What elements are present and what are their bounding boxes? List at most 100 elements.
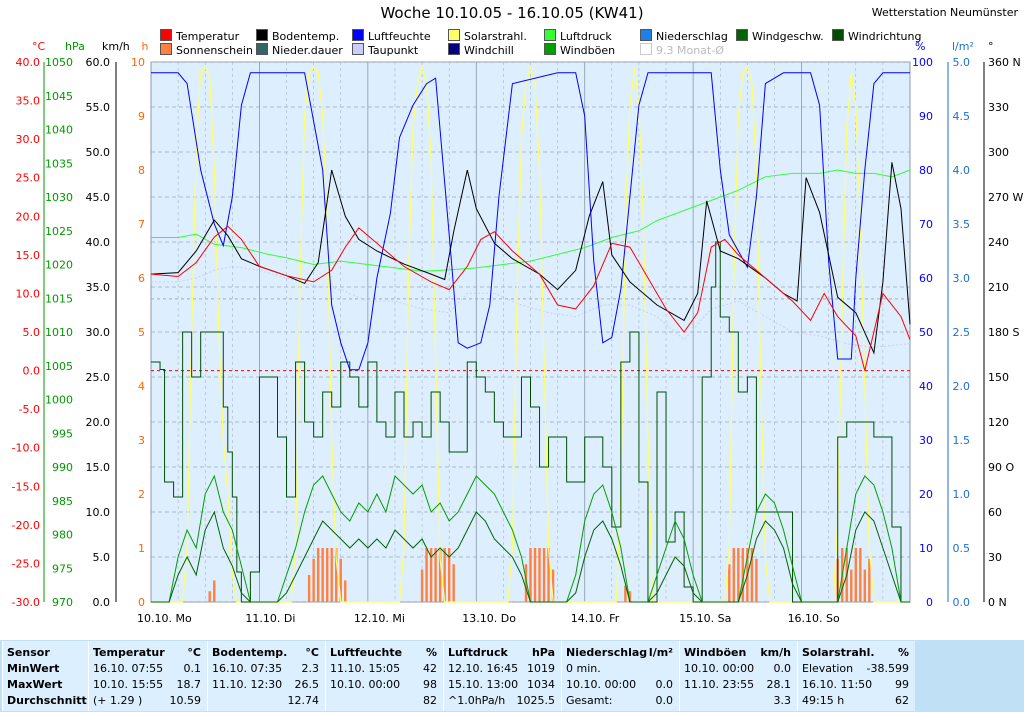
stats-row-text: 10.10. 00:00 (684, 662, 755, 675)
stats-row-value: -38.599 (866, 662, 909, 675)
axis-unit-label: h (142, 40, 149, 53)
y-tick-label: 30.0 (16, 133, 41, 146)
y-tick-label: 90 (919, 110, 933, 123)
stats-row-text: Elevation (802, 662, 854, 675)
stats-row-value: 42 (423, 662, 437, 675)
stats-row-value: 0.0 (773, 662, 792, 675)
series-line-windrichtung (151, 241, 910, 603)
y-tick-label: 60 (988, 506, 1002, 519)
sunshine-bar (854, 548, 857, 602)
y-tick-label: 40.0 (86, 236, 111, 249)
y-tick-label: 2 (138, 488, 145, 501)
y-tick-label: 5.0 (23, 326, 41, 339)
sunshine-bar (312, 558, 315, 602)
stats-row-value: 1019 (527, 662, 555, 675)
sunshine-bar (859, 548, 862, 602)
legend-item: Windböen (544, 43, 615, 57)
y-tick-label: 1030 (45, 191, 73, 204)
y-tick-label: 25.0 (86, 371, 111, 384)
sunshine-bar (420, 569, 424, 602)
y-tick-label: 995 (52, 427, 73, 440)
stats-title-text: Niederschlag (566, 646, 648, 659)
stats-row: 0 min. (566, 661, 673, 677)
sunshine-bar (737, 548, 740, 602)
stats-box-title: Luftfeuchte% (330, 645, 437, 661)
y-tick-label: 8 (138, 164, 145, 177)
y-tick-label: 970 (52, 596, 73, 609)
stats-row-value: 1034 (527, 678, 555, 691)
stats-row-value: 82 (423, 694, 437, 707)
y-tick-label: 1005 (45, 360, 73, 373)
y-tick-label: 10.0 (86, 506, 111, 519)
stats-row-text: 16.10. 07:35 (212, 662, 283, 675)
y-tick-label: 25.0 (16, 172, 41, 185)
y-tick-label: 10 (131, 56, 145, 69)
y-tick-label: 2.5 (953, 326, 971, 339)
stats-row: 10.10. 00:00 98 (330, 677, 437, 693)
weather-chart: °C-30.0-25.0-20.0-15.0-10.0-5.00.05.010.… (12, 40, 1024, 625)
x-tick-label: 15.10. Sa (679, 612, 731, 625)
stats-unit: °C (187, 646, 201, 659)
y-tick-label: 90 O (988, 461, 1014, 474)
series-line-windgeschw (151, 510, 910, 603)
y-tick-label: 120 (988, 416, 1009, 429)
stats-row-label: Durchschnitt (7, 694, 87, 707)
stats-unit: % (425, 646, 437, 659)
chart-title: Woche 10.10.05 - 16.10.05 (KW41) (380, 4, 644, 22)
y-tick-label: 55.0 (86, 101, 111, 114)
legend-item: Bodentemp. (256, 29, 339, 43)
legend-label: Windböen (560, 44, 616, 57)
legend-item: Solarstrahl. (448, 29, 527, 43)
axis-unit-label: % (915, 40, 925, 53)
y-tick-label: 10 (919, 542, 933, 555)
stats-row-text: 11.10. 12:30 (212, 678, 283, 691)
axis-unit-label: l/m² (952, 40, 974, 53)
legend-swatch (640, 29, 652, 41)
stats-sensor-column: Sensor MinWert MaxWert Durchschnitt (2, 641, 88, 711)
axis-unit-label: ° (988, 40, 994, 53)
y-tick-label: 0.0 (23, 365, 41, 378)
y-tick-label: 40 (919, 380, 933, 393)
y-tick-label: -10.0 (12, 442, 40, 455)
stats-row-text: 11.10. 23:55 (684, 678, 755, 691)
legend: Temperatur Bodentemp. Luftfeuchte Solarstra… (160, 29, 921, 59)
sunshine-bar (542, 548, 546, 602)
sunshine-bar (728, 564, 731, 602)
sunshine-bar (325, 548, 329, 602)
stats-row: 16.10. 07:35 2.3 (212, 661, 319, 677)
y-tick-label: 1015 (45, 292, 73, 305)
series-line-temperatur (150, 225, 911, 371)
y-tick-label: 210 (988, 281, 1009, 294)
stats-box: Bodentemp. °C 16.10. 07:35 2.3 11.10. 12:30 2… (207, 641, 325, 711)
stats-row-value: 62 (895, 694, 909, 707)
y-tick-label: 5.0 (93, 551, 111, 564)
stats-row-text: 0 min. (566, 662, 601, 675)
y-tick-label: 0 (138, 596, 145, 609)
y-tick-label: 330 (988, 101, 1009, 114)
sunshine-bar (208, 591, 211, 602)
stats-row: 15.10. 13:00 1034 (448, 677, 555, 693)
y-tick-label: -25.0 (12, 557, 40, 570)
y-tick-label: -5.0 (19, 403, 40, 416)
legend-label: Luftdruck (560, 30, 612, 43)
y-tick-label: 980 (52, 529, 73, 542)
y-tick-label: 5 (138, 326, 145, 339)
y-tick-label: 3.0 (953, 272, 971, 285)
stats-row-text: 16.10. 11:50 (802, 678, 873, 691)
legend-swatch (448, 29, 460, 41)
sunshine-bar (438, 548, 442, 602)
series-line-luftdruck (151, 169, 911, 272)
stats-row: ^1.0hPa/h 1025.5 (448, 693, 555, 709)
sunshine-bar (628, 591, 632, 602)
sunshine-bar (529, 548, 532, 602)
y-tick-label: 1020 (45, 259, 73, 272)
stats-row: 10.10. 00:00 0.0 (566, 677, 673, 693)
stats-row-text: 10.10. 00:00 (330, 678, 401, 691)
legend-swatch (256, 29, 268, 41)
stats-row: 10.10. 00:00 0.0 (684, 661, 791, 677)
legend-item: Luftdruck (544, 29, 612, 43)
legend-item: Sonnenschein (160, 43, 253, 57)
sunshine-bar (307, 575, 311, 602)
series-line-taupunkt (151, 265, 911, 348)
stats-unit: km/h (760, 646, 791, 659)
